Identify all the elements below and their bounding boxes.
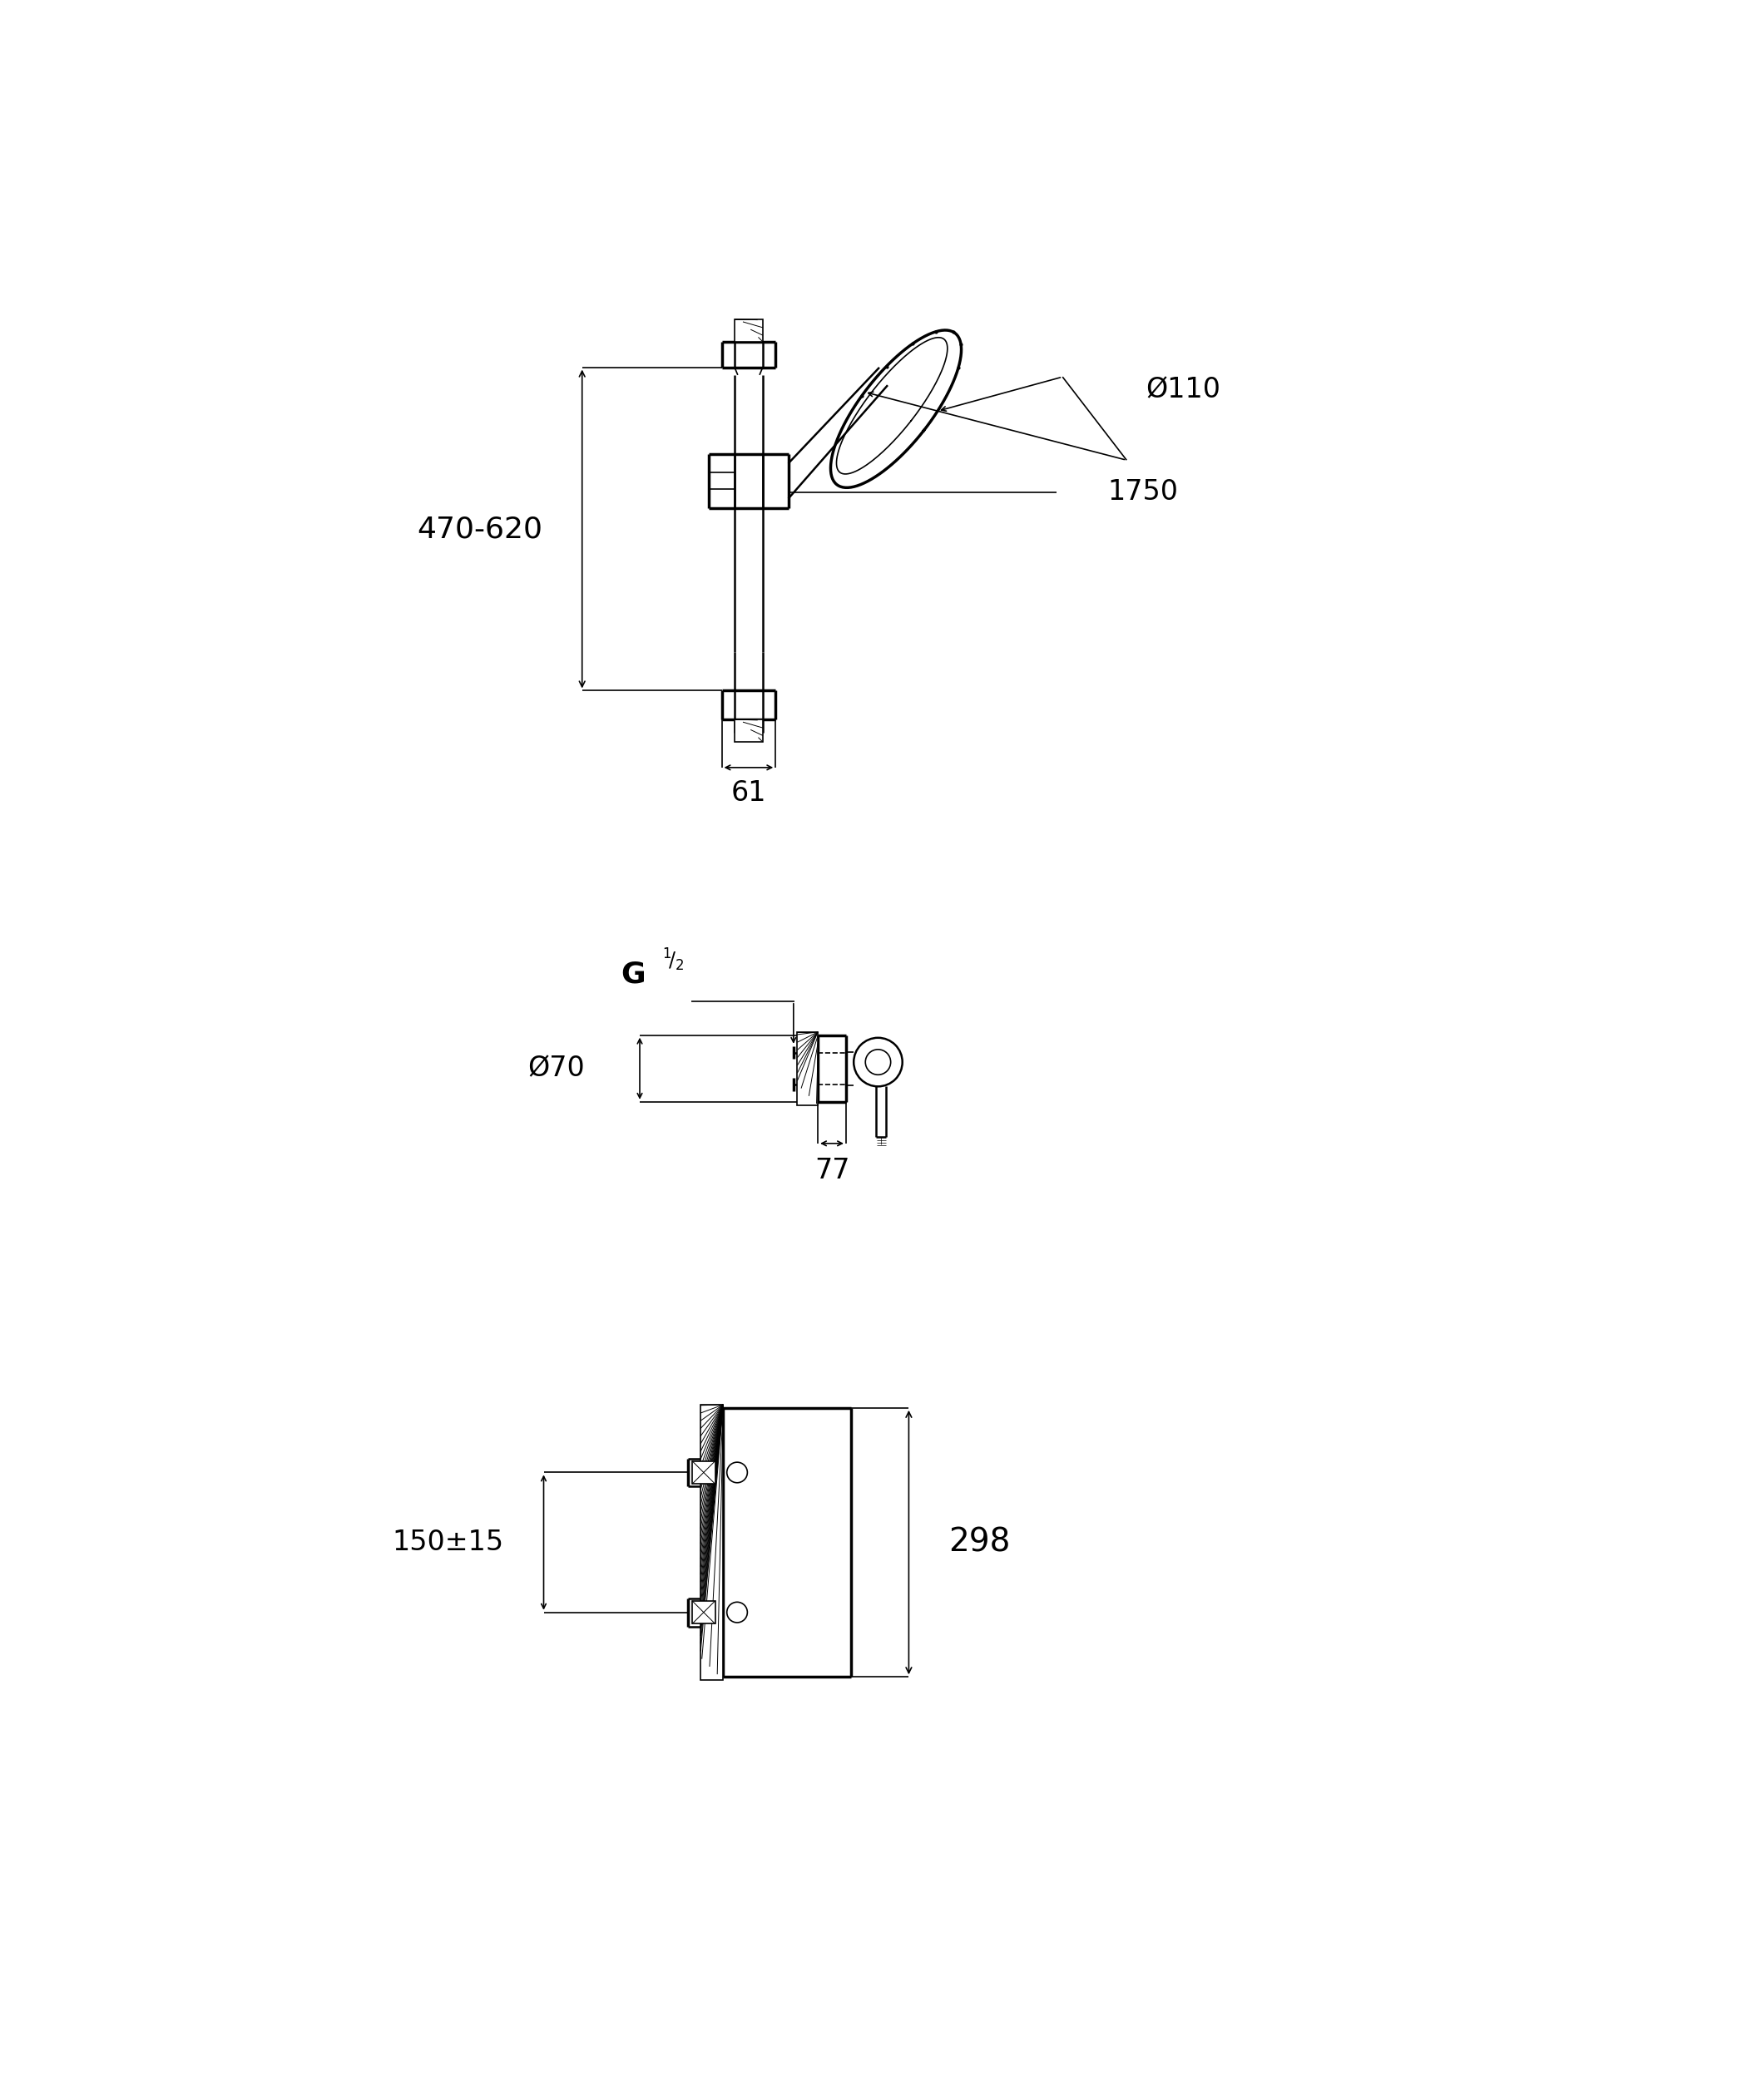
- Text: Ø70: Ø70: [527, 1054, 585, 1082]
- Bar: [734, 319, 762, 342]
- Circle shape: [727, 1462, 748, 1483]
- Text: 1750: 1750: [1107, 479, 1177, 506]
- Text: $^1\!/_2$: $^1\!/_2$: [662, 947, 685, 972]
- Circle shape: [865, 1050, 890, 1075]
- Text: 298: 298: [948, 1527, 1011, 1558]
- Bar: [692, 1600, 715, 1623]
- Text: 61: 61: [731, 779, 766, 806]
- Bar: [692, 1462, 715, 1485]
- Text: 150±15: 150±15: [392, 1529, 503, 1556]
- Bar: [734, 720, 762, 741]
- Text: 77: 77: [815, 1157, 850, 1184]
- Text: Ø110: Ø110: [1146, 376, 1221, 403]
- Circle shape: [727, 1602, 748, 1623]
- Circle shape: [853, 1037, 902, 1086]
- Bar: [701, 1405, 724, 1680]
- Text: 470-620: 470-620: [417, 514, 543, 544]
- Text: G: G: [620, 960, 645, 989]
- Bar: [797, 1031, 818, 1105]
